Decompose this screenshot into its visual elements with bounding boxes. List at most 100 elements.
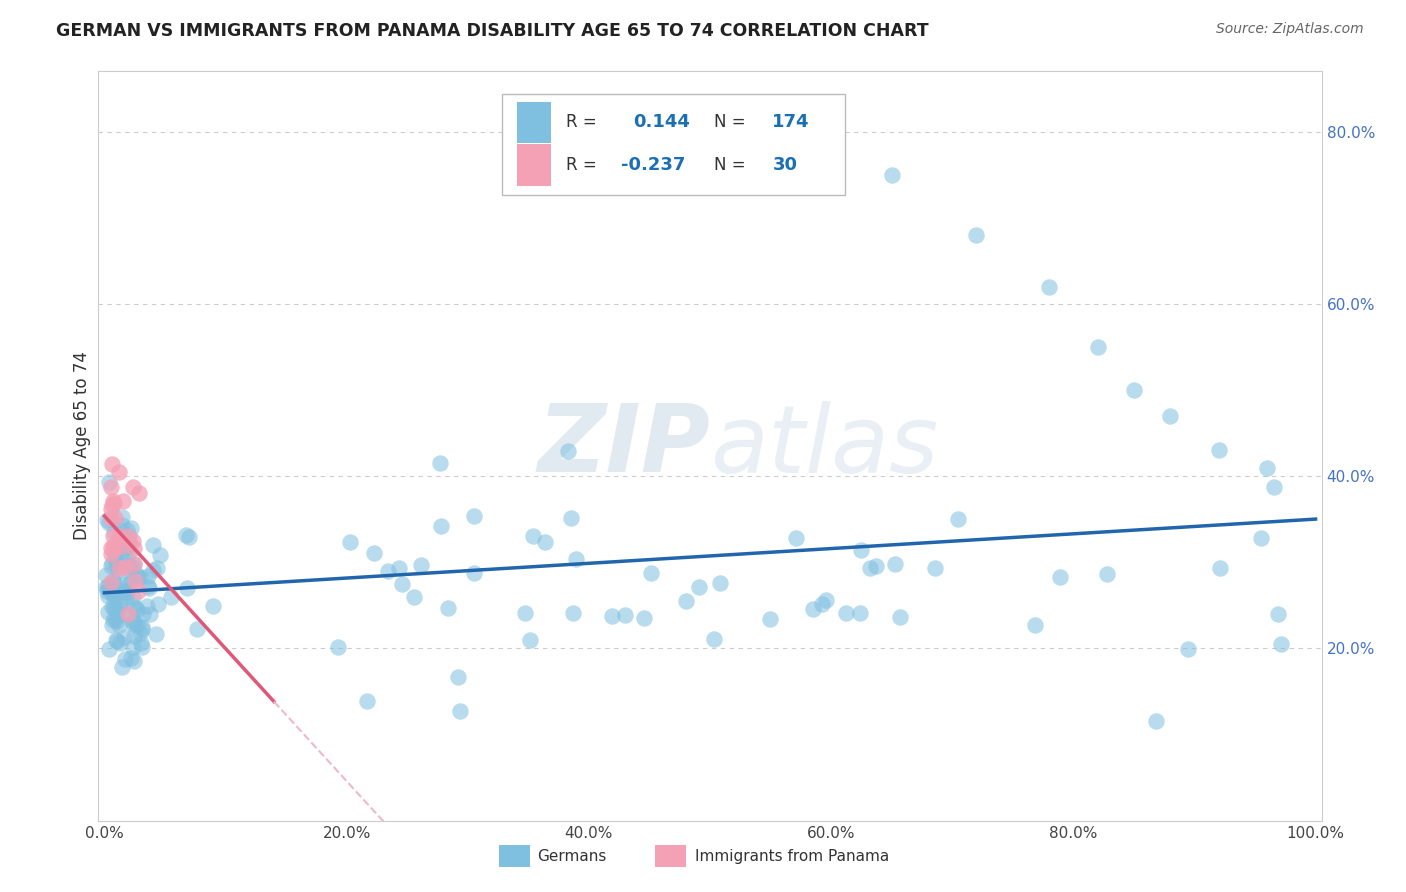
Point (849, 606, 872, 620)
Point (688, 580, 710, 594)
Point (122, 557, 145, 571)
Point (110, 636, 132, 650)
Point (1024, 617, 1046, 632)
Point (1097, 566, 1119, 581)
Point (108, 618, 131, 632)
Point (447, 670, 470, 684)
Text: Germans: Germans (537, 849, 606, 863)
Point (565, 552, 588, 566)
Bar (517, 102, 551, 143)
Point (97, 475, 120, 489)
Point (179, 530, 201, 544)
Point (118, 537, 141, 551)
FancyBboxPatch shape (502, 94, 845, 195)
Point (100, 574, 122, 589)
Point (138, 581, 160, 595)
Point (96, 513, 118, 527)
Point (100, 547, 122, 561)
Point (785, 531, 807, 545)
Text: atlas: atlas (710, 401, 938, 491)
Point (356, 694, 378, 708)
Point (101, 574, 124, 588)
Point (703, 632, 725, 647)
Point (142, 563, 165, 577)
Point (101, 586, 124, 600)
Point (202, 599, 225, 613)
Point (120, 521, 142, 535)
Point (117, 585, 139, 599)
Point (100, 541, 122, 555)
Point (560, 510, 582, 524)
Point (101, 617, 124, 632)
Point (111, 510, 134, 524)
Point (103, 585, 125, 599)
Point (124, 629, 146, 643)
Point (1049, 570, 1071, 584)
Point (849, 543, 872, 558)
Point (145, 626, 167, 640)
Point (100, 457, 122, 471)
Point (96, 584, 118, 599)
Point (105, 633, 128, 648)
Point (129, 626, 152, 640)
Y-axis label: Disability Age 65 to 74: Disability Age 65 to 74 (73, 351, 91, 541)
Point (122, 616, 145, 631)
Point (1267, 607, 1289, 622)
Point (118, 534, 141, 549)
Point (118, 529, 141, 543)
Point (810, 598, 832, 612)
Point (98, 641, 121, 656)
Point (436, 600, 458, 615)
Point (430, 518, 453, 533)
Point (463, 566, 485, 581)
Point (111, 660, 134, 674)
Point (96, 567, 118, 582)
Point (108, 559, 131, 574)
Point (115, 590, 138, 604)
Point (122, 615, 145, 629)
Point (107, 608, 129, 623)
Point (522, 528, 544, 542)
Point (1263, 480, 1285, 494)
Point (97, 579, 120, 593)
Point (110, 524, 132, 539)
Point (1144, 714, 1167, 729)
Point (880, 168, 903, 182)
Point (328, 640, 350, 654)
Point (924, 560, 946, 574)
Point (117, 529, 139, 543)
Point (125, 603, 148, 617)
Point (120, 564, 142, 578)
Point (100, 501, 122, 516)
Point (966, 227, 988, 242)
Point (132, 607, 155, 622)
Point (1122, 383, 1144, 397)
Point (122, 541, 145, 556)
Point (114, 533, 136, 548)
Point (107, 534, 129, 549)
Point (1209, 560, 1232, 574)
Point (803, 602, 825, 616)
Point (131, 620, 153, 634)
Point (138, 578, 160, 592)
Point (101, 614, 124, 628)
Point (117, 582, 139, 597)
Point (118, 558, 141, 572)
Point (391, 576, 413, 591)
Point (103, 529, 125, 543)
Point (513, 607, 536, 621)
Point (1208, 443, 1230, 458)
Text: 0.144: 0.144 (633, 113, 690, 131)
Point (98, 582, 121, 597)
Point (100, 480, 122, 494)
Point (121, 574, 143, 588)
Point (111, 539, 134, 553)
Point (112, 493, 135, 508)
Point (136, 569, 159, 583)
Point (519, 632, 541, 647)
Text: Immigrants from Panama: Immigrants from Panama (695, 849, 889, 863)
Point (122, 591, 145, 605)
Point (148, 549, 170, 563)
Point (1256, 460, 1278, 475)
Point (122, 654, 145, 668)
